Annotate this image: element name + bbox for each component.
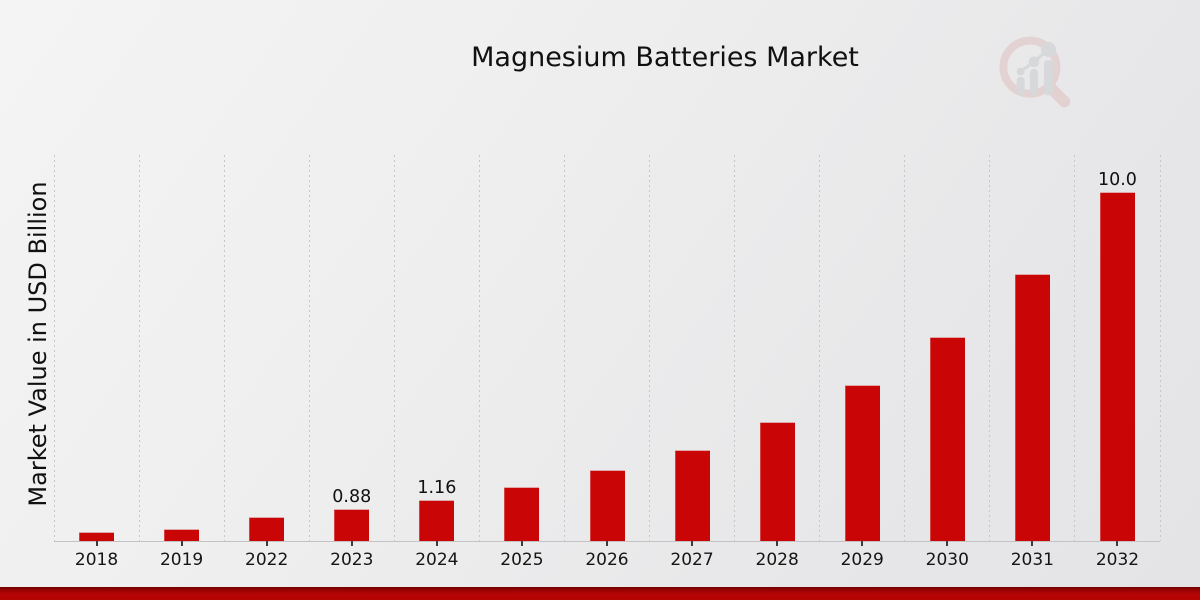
vertical-gridline [649,155,651,541]
x-axis-label-2028: 2028 [755,550,799,570]
x-axis-label-2030: 2030 [925,550,969,570]
brand-logo-watermark [999,36,1071,108]
y-axis-label: Market Value in USD Billion [24,181,52,507]
x-axis-label-2022: 2022 [245,550,289,570]
x-axis-label-2024: 2024 [415,550,459,570]
x-axis-label-2023: 2023 [330,550,374,570]
x-axis-tick [606,541,608,546]
bar-2024 [419,500,455,541]
vertical-gridline [478,155,480,541]
bar-2027 [674,450,710,541]
x-axis-tick [520,541,523,546]
bar-value-label-2024: 1.16 [417,478,457,498]
vertical-gridline [393,155,395,541]
x-axis-label-2031: 2031 [1010,550,1054,570]
vertical-gridline [819,155,821,541]
bar-2028 [759,422,795,541]
x-axis-label-2019: 2019 [159,550,204,570]
x-axis-tick [946,541,949,546]
x-axis-label-2032: 2032 [1095,550,1140,570]
vertical-gridline [904,155,906,541]
vertical-gridline [989,155,991,541]
plot-area: 2018 2019 2022 0.88 2023 1.16 2024 2025 2026 2027… [53,155,1161,570]
vertical-gridline [223,155,225,541]
bar-2022 [249,517,285,541]
x-axis-label-2029: 2029 [840,550,884,570]
vertical-gridline [138,155,140,541]
bar-2030 [929,337,965,541]
x-axis-tick [861,541,864,546]
vertical-gridline [1159,155,1161,541]
vertical-gridline [563,155,565,541]
bar-2023 [334,509,370,541]
x-axis-tick [435,541,438,546]
growth-bars-icon [1016,41,1057,96]
bar-2026 [589,470,625,541]
bar-2019 [164,529,200,541]
vertical-gridline [1074,155,1076,541]
vertical-gridline [308,155,310,541]
x-axis-tick [691,541,694,546]
bar-2018 [79,532,115,541]
x-axis-tick [180,541,183,546]
x-axis-tick [776,541,779,546]
bar-value-label-2023: 0.88 [332,487,372,507]
bar-value-label-2032: 10.0 [1097,170,1137,190]
x-axis-label-2018: 2018 [74,550,119,570]
x-axis-tick [265,541,268,546]
x-axis-tick [95,541,98,546]
bar-2031 [1014,274,1050,541]
x-axis-tick [350,541,353,546]
footer-accent-bar [0,587,1200,600]
x-axis-tick [1116,541,1119,546]
x-axis-tick [1031,541,1034,546]
y-axis-line [53,155,55,541]
x-axis-label-2026: 2026 [585,550,629,570]
x-axis-label-2027: 2027 [670,550,714,570]
bar-2029 [844,385,880,541]
bar-2032 [1099,192,1135,541]
vertical-gridline [734,155,736,541]
bar-2025 [504,487,540,541]
x-axis-label-2025: 2025 [500,550,544,570]
chart-title: Magnesium Batteries Market [471,42,859,73]
